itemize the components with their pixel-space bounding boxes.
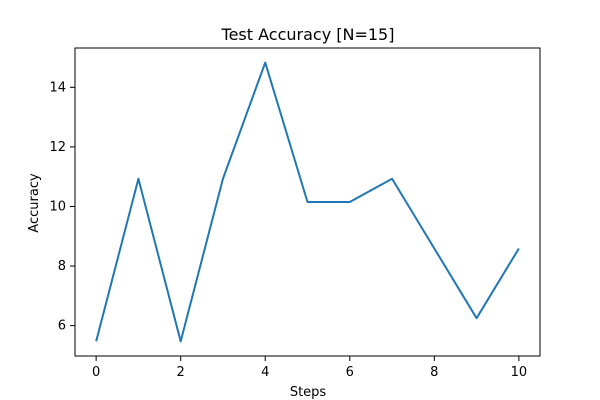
y-tick-label-2: 10 — [49, 199, 66, 214]
data-point-0-1 — [137, 177, 140, 180]
series-line-0 — [95, 61, 520, 343]
x-tick-label-4: 8 — [430, 365, 438, 380]
data-point-0-4 — [264, 61, 267, 64]
x-tick-label-0: 0 — [92, 365, 100, 380]
plot-area — [74, 47, 541, 357]
x-axis-ticks: 0 2 4 6 8 10 — [92, 356, 527, 380]
y-tick-label-1: 8 — [58, 259, 66, 274]
data-point-0-9 — [475, 317, 478, 320]
chart-title: Test Accuracy [N=15] — [221, 25, 395, 44]
y-axis-label: Accuracy — [27, 173, 42, 233]
y-tick-label-4: 14 — [49, 80, 66, 95]
y-axis-ticks: 6 8 10 12 14 — [49, 80, 75, 334]
x-tick-label-5: 10 — [511, 365, 528, 380]
data-point-0-2 — [179, 340, 182, 343]
data-point-0-0 — [95, 340, 98, 343]
plot-frame — [74, 47, 541, 357]
y-tick-label-3: 12 — [49, 140, 66, 155]
x-axis-label: Steps — [290, 385, 327, 400]
data-point-0-8 — [433, 247, 436, 250]
data-point-0-10 — [517, 247, 520, 250]
x-tick-label-3: 6 — [346, 365, 354, 380]
x-tick-label-1: 2 — [177, 365, 185, 380]
y-tick-label-0: 6 — [58, 319, 66, 334]
data-point-0-3 — [221, 177, 224, 180]
data-point-0-6 — [348, 201, 351, 204]
x-tick-label-2: 4 — [261, 365, 269, 380]
data-point-0-5 — [306, 201, 309, 204]
data-point-0-7 — [391, 177, 394, 180]
